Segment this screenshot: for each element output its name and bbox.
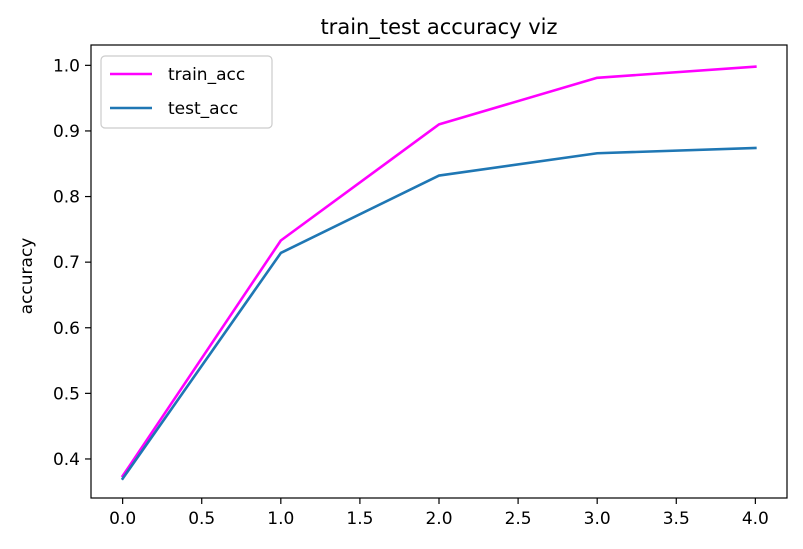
x-tick-label: 4.0 [742, 509, 769, 529]
y-tick-label: 0.5 [53, 384, 80, 404]
y-tick-label: 0.9 [53, 122, 80, 142]
x-tick-label: 2.5 [505, 509, 532, 529]
plot-area: 0.0 0.5 1.0 1.5 2.0 2.5 3.0 3.5 4.0 0.4 0.5 0.6 0.7 0… [53, 44, 788, 529]
series-line-train-acc [120, 65, 757, 478]
y-axis-label: accuracy [17, 238, 37, 315]
x-tick-label: 1.0 [267, 509, 294, 529]
y-tick-label: 0.8 [53, 188, 80, 208]
x-tick-label: 3.5 [663, 509, 690, 529]
y-tick-label: 0.6 [53, 319, 80, 339]
legend-label: test_acc [168, 99, 238, 119]
y-tick-label: 1.0 [53, 56, 80, 76]
x-tick-label: 0.0 [109, 509, 136, 529]
y-tick-label: 0.7 [53, 253, 80, 273]
chart-title: train_test accuracy viz [320, 15, 557, 40]
x-tick-label: 3.0 [584, 509, 611, 529]
series-line-test-acc [120, 146, 757, 481]
x-tick-label: 0.5 [188, 509, 215, 529]
x-tick-label: 1.5 [346, 509, 373, 529]
legend-label: train_acc [168, 65, 245, 85]
x-tick-label: 2.0 [425, 509, 452, 529]
y-tick-label: 0.4 [53, 450, 80, 470]
